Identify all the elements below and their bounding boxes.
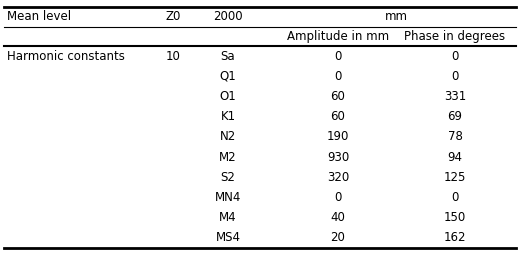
Text: Mean level: Mean level [7,11,71,23]
Text: 94: 94 [448,151,462,164]
Text: M4: M4 [219,211,237,224]
Text: M2: M2 [219,151,237,164]
Text: 930: 930 [327,151,349,164]
Text: N2: N2 [220,130,236,143]
Text: S2: S2 [220,171,236,184]
Text: 0: 0 [334,191,342,204]
Text: 320: 320 [327,171,349,184]
Text: mm: mm [385,11,408,23]
Text: 69: 69 [448,110,462,123]
Text: 40: 40 [331,211,345,224]
Text: 60: 60 [331,90,345,103]
Text: 0: 0 [334,50,342,63]
Text: MN4: MN4 [215,191,241,204]
Text: 0: 0 [451,191,459,204]
Text: 331: 331 [444,90,466,103]
Text: 60: 60 [331,110,345,123]
Text: O1: O1 [219,90,237,103]
Text: 2000: 2000 [213,11,243,23]
Text: Q1: Q1 [219,70,237,83]
Text: 78: 78 [448,130,462,143]
Text: Harmonic constants: Harmonic constants [7,50,125,63]
Text: 150: 150 [444,211,466,224]
Text: K1: K1 [220,110,236,123]
Text: 162: 162 [444,231,466,244]
Text: 0: 0 [334,70,342,83]
Text: 0: 0 [451,50,459,63]
Text: 10: 10 [165,50,180,63]
Text: 190: 190 [327,130,349,143]
Text: Z0: Z0 [165,11,180,23]
Text: 20: 20 [331,231,345,244]
Text: Phase in degrees: Phase in degrees [405,30,505,43]
Text: 0: 0 [451,70,459,83]
Text: MS4: MS4 [215,231,240,244]
Text: 125: 125 [444,171,466,184]
Text: Amplitude in mm: Amplitude in mm [287,30,389,43]
Text: Sa: Sa [220,50,236,63]
